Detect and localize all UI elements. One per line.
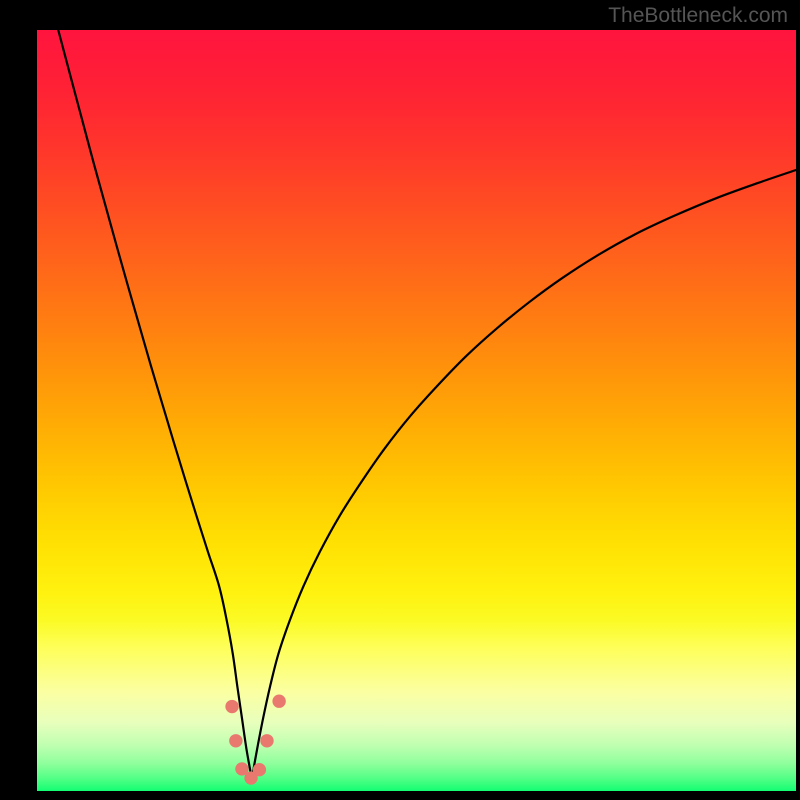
bottom-marker xyxy=(273,695,285,707)
root-stage: TheBottleneck.com xyxy=(0,0,800,800)
plot-area xyxy=(37,30,796,791)
gradient-background xyxy=(37,30,796,791)
bottom-marker xyxy=(253,763,265,775)
bottom-marker xyxy=(236,763,248,775)
plot-svg xyxy=(37,30,796,791)
bottom-marker xyxy=(261,735,273,747)
watermark-text: TheBottleneck.com xyxy=(608,4,788,28)
bottom-marker xyxy=(226,700,238,712)
bottom-marker xyxy=(230,735,242,747)
